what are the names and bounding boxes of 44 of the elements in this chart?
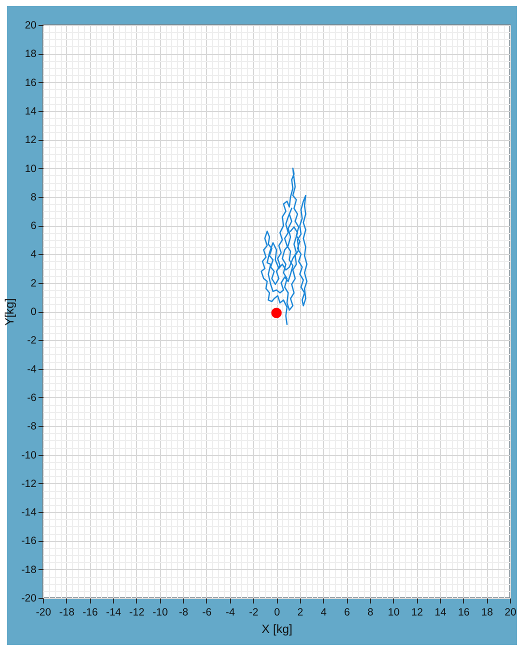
y-tick-label: -6 (27, 392, 37, 404)
y-tick-label: 14 (24, 105, 37, 118)
y-tick-label: 18 (24, 48, 37, 60)
y-tick-label: 4 (30, 248, 37, 261)
x-tick-label: -6 (202, 606, 212, 618)
y-tick-label: -20 (21, 592, 37, 604)
y-tick-label: -10 (21, 449, 37, 462)
y-tick-label: -16 (21, 535, 37, 548)
x-axis-title: X [kg] (262, 622, 292, 636)
x-tick-label: 2 (297, 606, 304, 618)
x-tick-label: 18 (481, 606, 494, 618)
x-tick-label: -10 (152, 606, 168, 618)
y-tick-label: -2 (27, 334, 37, 347)
line-series (260, 168, 308, 326)
y-tick-label: -12 (21, 478, 37, 490)
x-tick-label: 20 (504, 606, 516, 618)
x-tick-label: -4 (226, 606, 236, 618)
y-axis-title: Y[kg] (2, 298, 16, 326)
y-tick-label: 6 (30, 220, 37, 232)
x-tick-label: 10 (388, 606, 400, 618)
x-tick-label: 8 (367, 606, 374, 618)
x-tick-label: 0 (274, 606, 280, 618)
y-tick-label: -8 (27, 420, 37, 433)
x-tick-label: -2 (248, 606, 258, 618)
x-tick-label: 12 (411, 606, 424, 618)
y-tick-label: 0 (30, 306, 37, 318)
x-tick-label: -8 (178, 606, 188, 618)
x-tick-label: 14 (434, 606, 446, 618)
x-tick-label: -12 (129, 606, 145, 618)
y-tick-label: 12 (24, 134, 37, 146)
x-tick-label: -18 (59, 606, 75, 618)
y-tick-label: 2 (30, 277, 37, 290)
y-tick-label: -18 (21, 564, 37, 576)
x-tick-label: -16 (82, 606, 98, 618)
y-tick-label: -14 (21, 506, 37, 519)
x-tick-label: 4 (320, 606, 327, 618)
y-tick-label: -4 (27, 363, 37, 376)
x-tick-label: -14 (106, 606, 122, 618)
y-tick-label: 8 (30, 191, 37, 204)
y-tick-label: 10 (24, 162, 37, 175)
y-tick-label: 16 (24, 76, 37, 89)
x-tick-label: 6 (344, 606, 350, 618)
x-tick-label: 16 (458, 606, 470, 618)
y-tick-label: 20 (24, 20, 37, 32)
